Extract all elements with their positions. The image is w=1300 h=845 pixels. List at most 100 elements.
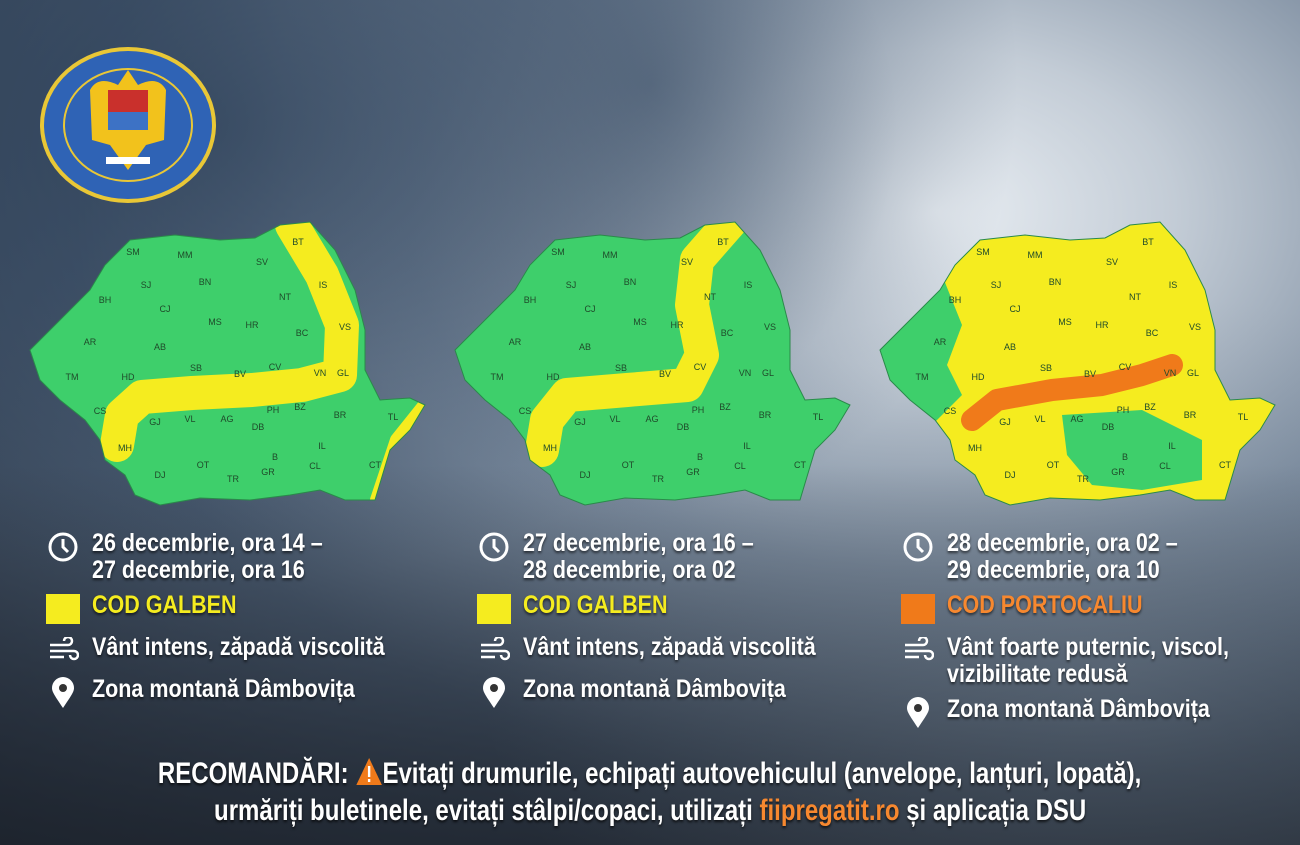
panel-2: 27 decembrie, ora 16 –28 decembrie, ora … [477,530,863,718]
county-label-tr: TR [652,474,664,484]
county-label-vl: VL [184,414,195,424]
period-end: 27 decembrie, ora 16 [92,556,305,584]
county-label-vs: VS [764,322,776,332]
county-label-hd: HD [547,372,560,382]
county-label-bt: BT [717,237,729,247]
county-label-sv: SV [1106,257,1118,267]
county-label-cs: CS [94,406,107,416]
county-label-tm: TM [66,372,79,382]
wind-icon [901,634,935,668]
county-label-vs: VS [1189,322,1201,332]
county-label-bv: BV [659,369,671,379]
county-label-bt: BT [292,237,304,247]
county-label-hr: HR [671,320,684,330]
county-label-b: B [272,452,278,462]
period-start: 28 decembrie, ora 02 – [947,529,1178,557]
county-label-is: IS [319,280,328,290]
county-label-ph: PH [692,405,705,415]
county-label-cs: CS [519,406,532,416]
county-label-bz: BZ [294,402,306,412]
county-label-bc: BC [296,328,309,338]
county-label-vl: VL [609,414,620,424]
county-label-ph: PH [1117,405,1130,415]
county-label-bz: BZ [719,402,731,412]
recommendations-text-2: urmăriți buletinele, evitați stâlpi/copa… [213,794,753,827]
county-label-cl: CL [734,461,746,471]
county-label-vn: VN [739,368,752,378]
county-label-tl: TL [388,412,399,422]
county-label-db: DB [1102,422,1115,432]
county-label-ms: MS [208,317,222,327]
county-label-sj: SJ [991,280,1002,290]
county-label-mh: MH [118,443,132,453]
county-label-cl: CL [309,461,321,471]
county-label-tm: TM [491,372,504,382]
zone: Zona montană Dâmbovița [947,695,1210,723]
county-label-nt: NT [704,292,716,302]
code-color-swatch [901,594,935,624]
romania-outline [30,222,425,505]
yellow-warning-zone [525,222,749,467]
county-label-ct: CT [794,460,806,470]
county-label-ot: OT [622,460,635,470]
warning-code: COD GALBEN [523,591,668,619]
recommendations-text-3: și aplicația DSU [906,794,1087,827]
phenomena: Vânt intens, zăpadă viscolită [92,633,385,661]
recommendations-label: RECOMANDĂRI: [158,757,349,790]
county-label-sb: SB [1040,363,1052,373]
county-label-ot: OT [197,460,210,470]
county-label-bn: BN [624,277,637,287]
yellow-warning-zone [100,222,359,462]
county-label-ar: AR [934,337,947,347]
county-label-cj: CJ [160,304,171,314]
clock-icon [46,530,80,564]
county-label-hd: HD [972,372,985,382]
county-label-ag: AG [645,414,658,424]
phenomena: Vânt intens, zăpadă viscolită [523,633,816,661]
code-color-swatch [46,594,80,624]
location-pin-icon [901,696,935,730]
county-label-cj: CJ [1010,304,1021,314]
county-label-mm: MM [178,250,193,260]
county-label-sm: SM [551,247,565,257]
county-label-is: IS [744,280,753,290]
fiipregatit-link[interactable]: fiipregatit.ro [759,794,900,827]
county-label-sv: SV [681,257,693,267]
county-label-sb: SB [190,363,202,373]
county-label-il: IL [1168,441,1176,451]
period-start: 27 decembrie, ora 16 – [523,529,754,557]
county-label-b: B [1122,452,1128,462]
green-warning-zone [1062,410,1202,490]
county-label-tr: TR [1077,474,1089,484]
county-label-hr: HR [1096,320,1109,330]
county-label-tr: TR [227,474,239,484]
location-pin-icon [477,676,511,710]
isu-dambovita-logo [40,47,216,203]
county-label-sm: SM [976,247,990,257]
county-label-mm: MM [603,250,618,260]
recommendations-text: Evitați drumurile, echipați autovehiculu… [382,757,1142,790]
county-label-sj: SJ [141,280,152,290]
orange-warning-zone [961,354,1183,431]
county-label-sb: SB [615,363,627,373]
county-label-ms: MS [1058,317,1072,327]
county-label-cs: CS [944,406,957,416]
county-label-vn: VN [1164,368,1177,378]
period-start: 26 decembrie, ora 14 – [92,529,323,557]
county-label-cv: CV [1119,362,1132,372]
county-label-br: BR [759,410,772,420]
county-label-cv: CV [269,362,282,372]
county-label-ag: AG [1070,414,1083,424]
county-label-ms: MS [633,317,647,327]
county-label-cj: CJ [585,304,596,314]
county-label-db: DB [252,422,265,432]
county-label-cv: CV [694,362,707,372]
county-label-mh: MH [543,443,557,453]
warning-code: COD PORTOCALIU [947,591,1143,619]
panel-3: 28 decembrie, ora 02 –29 decembrie, ora … [901,530,1275,738]
county-label-sm: SM [126,247,140,257]
county-label-bh: BH [524,295,537,305]
county-label-gl: GL [1187,368,1199,378]
